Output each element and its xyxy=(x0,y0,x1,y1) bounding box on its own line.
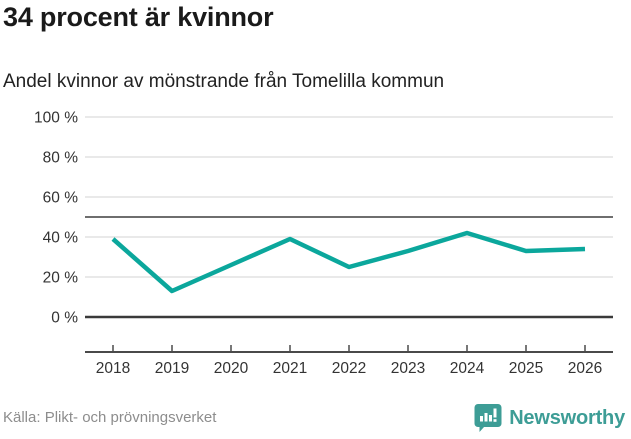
x-axis-tick-label: 2025 xyxy=(509,360,543,377)
x-axis-tick-label: 2020 xyxy=(214,360,249,377)
y-axis-tick-label: 0 % xyxy=(51,310,78,327)
y-axis-tick-label: 60 % xyxy=(43,190,79,207)
source-note: Källa: Plikt- och prövningsverket xyxy=(3,409,217,426)
x-axis-tick-label: 2021 xyxy=(273,360,307,377)
y-axis-tick-label: 20 % xyxy=(43,270,79,287)
x-axis-tick-label: 2024 xyxy=(450,360,485,377)
x-axis-tick-label: 2023 xyxy=(391,360,425,377)
data-line-andel-kvinnor xyxy=(111,230,586,294)
x-axis-tick-label: 2018 xyxy=(96,360,130,377)
chart-subtitle: Andel kvinnor av mönstrande från Tomelil… xyxy=(3,71,445,92)
chart-title: 34 procent är kvinnor xyxy=(3,2,274,32)
newsworthy-logo: Newsworthy xyxy=(474,403,625,433)
line-chart: 0 % 20 % 40 % 60 % 80 % 100 % 2018 2019 2020 2021… xyxy=(34,110,613,377)
x-axis-tick-label: 2022 xyxy=(332,360,366,377)
brand-name: Newsworthy xyxy=(509,406,625,429)
bar-chart-speech-bubble-icon xyxy=(474,404,502,432)
x-axis-tick-label: 2026 xyxy=(568,360,602,377)
x-axis-tick-label: 2019 xyxy=(155,360,189,377)
y-axis-tick-label: 100 % xyxy=(34,110,78,127)
y-axis-tick-label: 80 % xyxy=(43,150,79,167)
y-axis-tick-label: 40 % xyxy=(43,230,79,247)
